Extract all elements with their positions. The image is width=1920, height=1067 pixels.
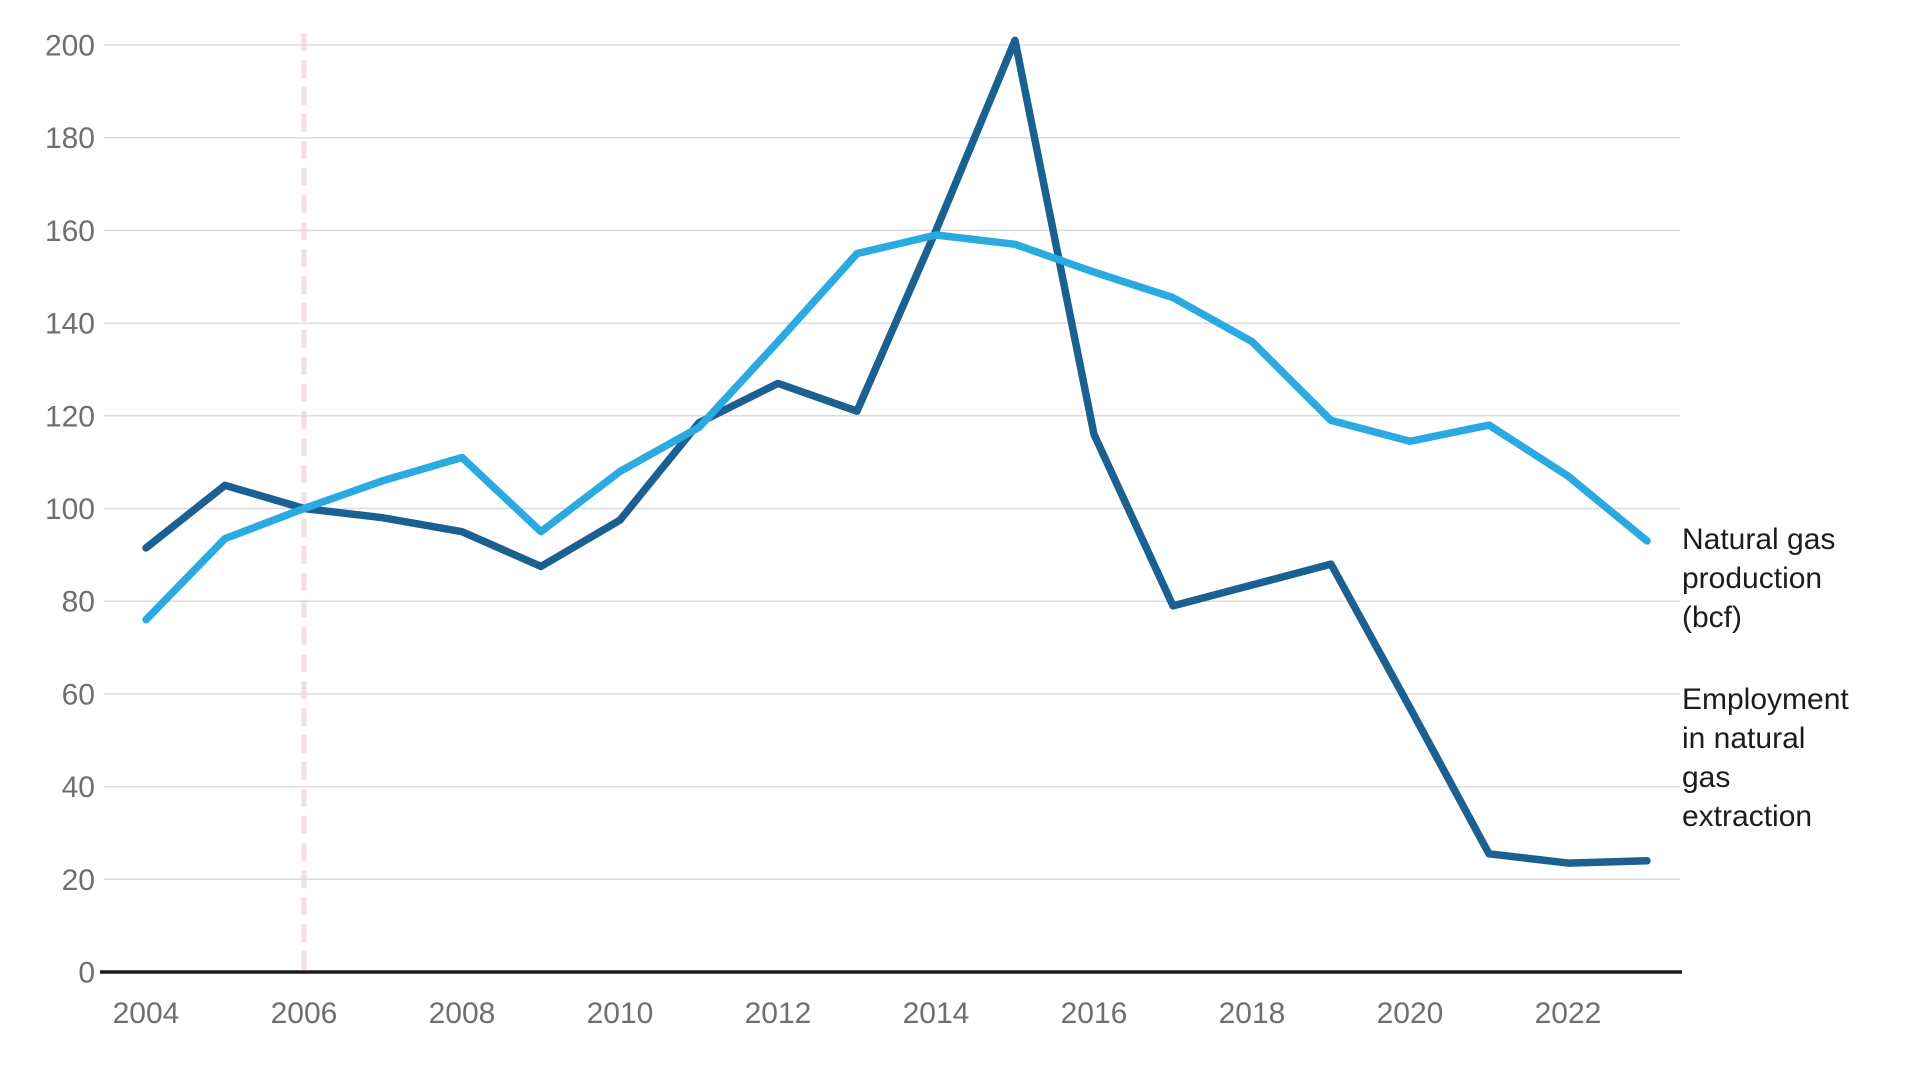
y-tick-label: 80 bbox=[62, 586, 95, 619]
series-line-employment bbox=[142, 36, 1651, 867]
y-tick-label: 140 bbox=[45, 308, 95, 341]
x-tick-label: 2016 bbox=[1061, 997, 1128, 1030]
x-tick-label: 2010 bbox=[587, 997, 654, 1030]
x-tick-label: 2022 bbox=[1535, 997, 1602, 1030]
y-tick-label: 120 bbox=[45, 400, 95, 433]
x-tick-label: 2006 bbox=[271, 997, 338, 1030]
x-tick-label: 2018 bbox=[1219, 997, 1286, 1030]
y-tick-label: 200 bbox=[45, 30, 95, 63]
y-tick-label: 20 bbox=[62, 864, 95, 897]
y-tick-label: 180 bbox=[45, 122, 95, 155]
series-label-employment: Employment in natural gas extraction bbox=[1682, 683, 1849, 833]
y-tick-label: 40 bbox=[62, 771, 95, 804]
x-tick-label: 2012 bbox=[745, 997, 812, 1030]
y-tick-label: 60 bbox=[62, 678, 95, 711]
y-tick-label: 0 bbox=[78, 957, 95, 990]
series-line-production bbox=[142, 231, 1651, 624]
x-tick-label: 2004 bbox=[113, 997, 180, 1030]
x-tick-label: 2020 bbox=[1377, 997, 1444, 1030]
x-tick-label: 2008 bbox=[429, 997, 496, 1030]
x-tick-label: 2014 bbox=[903, 997, 970, 1030]
series-label-production: Natural gas production (bcf) bbox=[1682, 523, 1836, 634]
y-tick-label: 100 bbox=[45, 493, 95, 526]
y-tick-label: 160 bbox=[45, 215, 95, 248]
